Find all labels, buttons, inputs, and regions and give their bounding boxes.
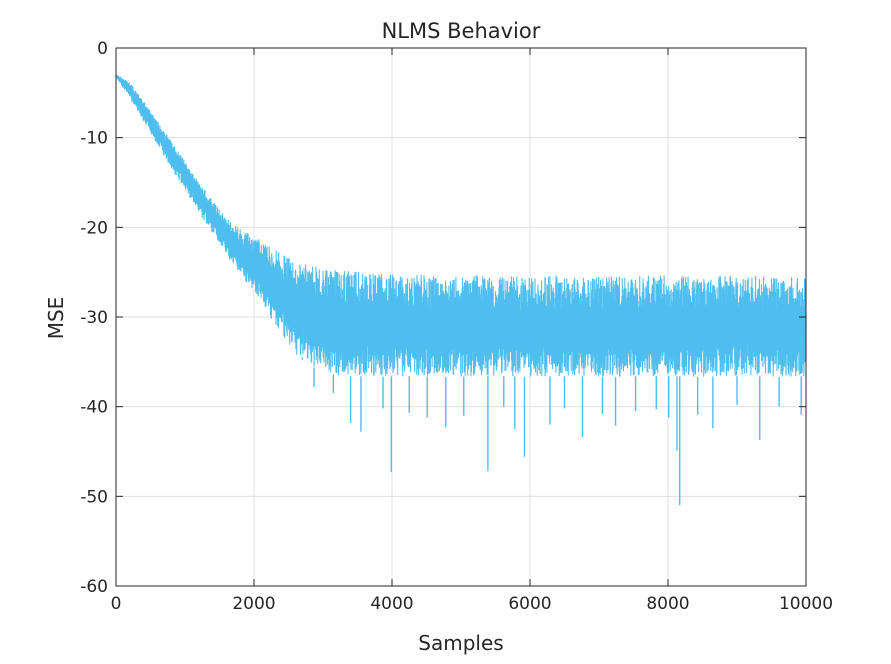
x-tick-label: 0 (111, 594, 122, 614)
chart-title: NLMS Behavior (382, 19, 541, 43)
x-axis-title: Samples (418, 631, 503, 655)
y-tick-label: -60 (80, 577, 108, 597)
x-tick-label: 4000 (370, 594, 413, 614)
y-axis-title: MSE (44, 297, 68, 340)
y-tick-label: 0 (97, 39, 108, 59)
data-series (115, 74, 807, 506)
mse-series-line (115, 74, 807, 377)
x-tick-label: 2000 (232, 594, 275, 614)
y-tick-label: -10 (80, 129, 108, 149)
x-tick-label: 6000 (508, 594, 551, 614)
y-tick-label: -40 (80, 398, 108, 418)
y-tick-label: -50 (80, 487, 108, 507)
x-tick-label: 10000 (779, 594, 833, 614)
y-tick-label: -20 (80, 218, 108, 238)
x-tick-label: 8000 (646, 594, 689, 614)
axis-ticks (115, 47, 807, 587)
tick-labels: 0 2000 4000 6000 8000 10000 0 -10 -20 -30 -40 -50 -6… (80, 39, 833, 614)
y-tick-label: -30 (80, 308, 108, 328)
